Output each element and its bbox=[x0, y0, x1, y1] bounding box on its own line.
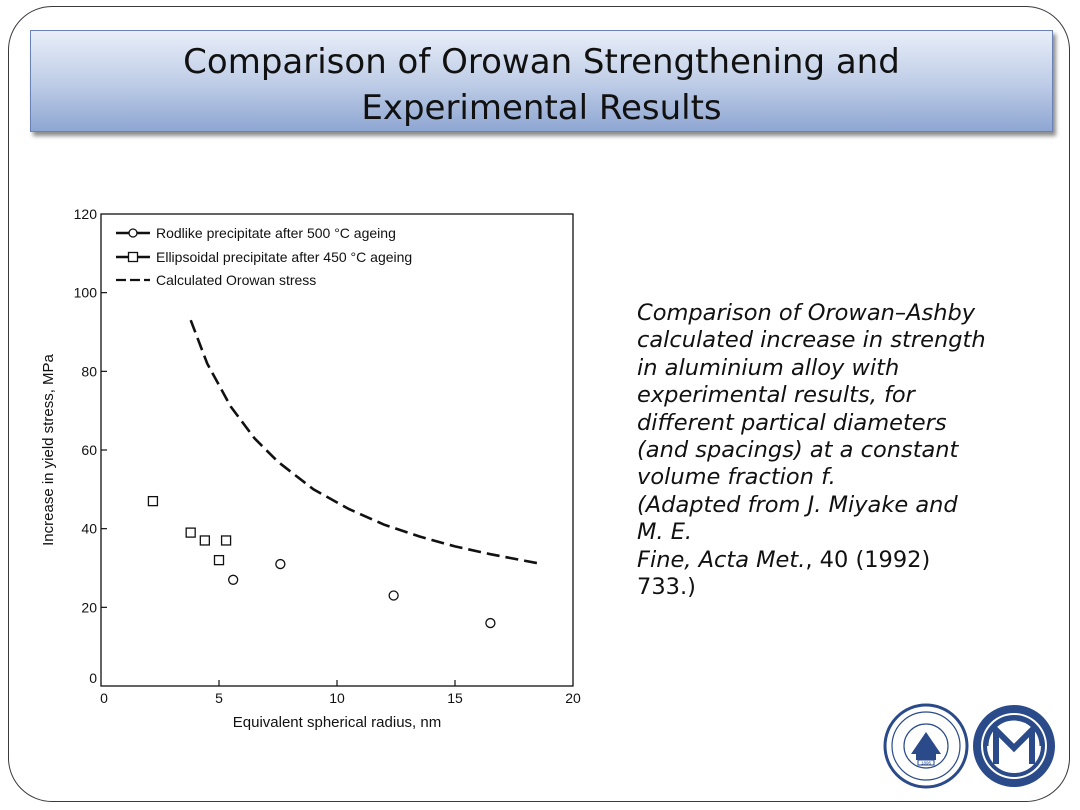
caption-line: Comparison of Orowan–Ashby bbox=[637, 300, 976, 326]
ellipsoidal-data-point bbox=[147, 495, 159, 507]
series-layer bbox=[147, 319, 543, 629]
y-tick-label: 40 bbox=[81, 521, 97, 537]
ellipsoidal-data-point bbox=[185, 527, 196, 538]
caption-line: Fine, Acta Met., 40 (1992) bbox=[637, 547, 1077, 574]
y-tick-label: 60 bbox=[81, 442, 97, 458]
caption-author: Fine, bbox=[637, 546, 699, 573]
x-tick-label: 5 bbox=[215, 690, 223, 706]
chart-legend: Rodlike precipitate after 500 °C ageing … bbox=[116, 225, 412, 288]
caption-line: experimental results, for bbox=[637, 382, 915, 409]
orowan-chart: 0 5 10 15 20 0 20 40 60 80 100 120 Rodlike precipi… bbox=[40, 206, 581, 731]
x-tick-label: 15 bbox=[447, 690, 463, 706]
caption-line: volume fraction f. bbox=[637, 464, 1077, 491]
legend-marker-square bbox=[127, 251, 139, 263]
rodlike-data-point bbox=[228, 574, 239, 585]
y-tick-label: 20 bbox=[81, 599, 97, 615]
x-axis-ticks: 0 5 10 15 20 bbox=[100, 680, 581, 706]
ellipsoidal-data-point bbox=[199, 535, 210, 546]
department-emblem-logo bbox=[973, 705, 1055, 787]
y-axis-label: Increase in yield stress, MPa bbox=[40, 353, 57, 545]
rodlike-data-point bbox=[275, 558, 286, 570]
caption-journal: Acta Met. bbox=[698, 546, 806, 573]
sjtu-seal-logo: 1896 bbox=[883, 703, 969, 789]
seal-year-text: 1896 bbox=[921, 760, 932, 765]
y-axis-ticks: 0 20 40 60 80 100 120 bbox=[74, 206, 107, 686]
caption-text: volume fraction bbox=[637, 464, 814, 491]
caption-line: calculated increase in strength bbox=[637, 327, 986, 354]
plot-frame bbox=[100, 213, 574, 687]
rodlike-data-point bbox=[485, 617, 496, 629]
slide-title-line-1: Comparison of Orowan Strengthening and bbox=[183, 42, 900, 82]
y-tick-label: 0 bbox=[89, 670, 97, 686]
figure-caption: Comparison of Orowan–Ashby calculated in… bbox=[637, 300, 1077, 601]
caption-line: (and spacings) at a constant bbox=[637, 437, 959, 464]
orowan-stress-curve bbox=[189, 319, 543, 566]
slide-title: Comparison of Orowan Strengthening and E… bbox=[31, 39, 1052, 131]
rodlike-data-point bbox=[388, 590, 399, 601]
caption-line: 733.) bbox=[637, 574, 696, 601]
legend-marker-circle bbox=[128, 228, 138, 238]
x-tick-label: 20 bbox=[565, 690, 581, 706]
caption-line: in aluminium alloy with bbox=[637, 354, 900, 381]
caption-symbol-f: f. bbox=[821, 464, 836, 491]
university-logos: 1896 bbox=[883, 703, 1055, 789]
title-banner: Comparison of Orowan Strengthening and E… bbox=[30, 30, 1053, 132]
y-tick-label: 120 bbox=[74, 206, 98, 222]
legend-label-ellipsoidal: Ellipsoidal precipitate after 450 °C age… bbox=[156, 249, 412, 265]
legend-label-rodlike: Rodlike precipitate after 500 °C ageing bbox=[156, 225, 396, 241]
ellipsoidal-data-point bbox=[213, 554, 225, 566]
y-tick-label: 100 bbox=[74, 285, 98, 301]
caption-line: different partical diameters bbox=[637, 409, 947, 436]
x-tick-label: 10 bbox=[329, 690, 345, 706]
caption-volume: , 40 (1992) bbox=[805, 546, 931, 573]
x-tick-label: 0 bbox=[100, 690, 108, 706]
legend-label-orowan: Calculated Orowan stress bbox=[156, 272, 316, 288]
caption-line: (Adapted from J. Miyake and bbox=[637, 491, 958, 518]
x-axis-label: Equivalent spherical radius, nm bbox=[233, 714, 441, 731]
ellipsoidal-data-point bbox=[220, 535, 232, 546]
caption-line: M. E. bbox=[637, 519, 693, 546]
y-tick-label: 80 bbox=[81, 363, 97, 379]
slide-title-line-2: Experimental Results bbox=[361, 88, 722, 128]
